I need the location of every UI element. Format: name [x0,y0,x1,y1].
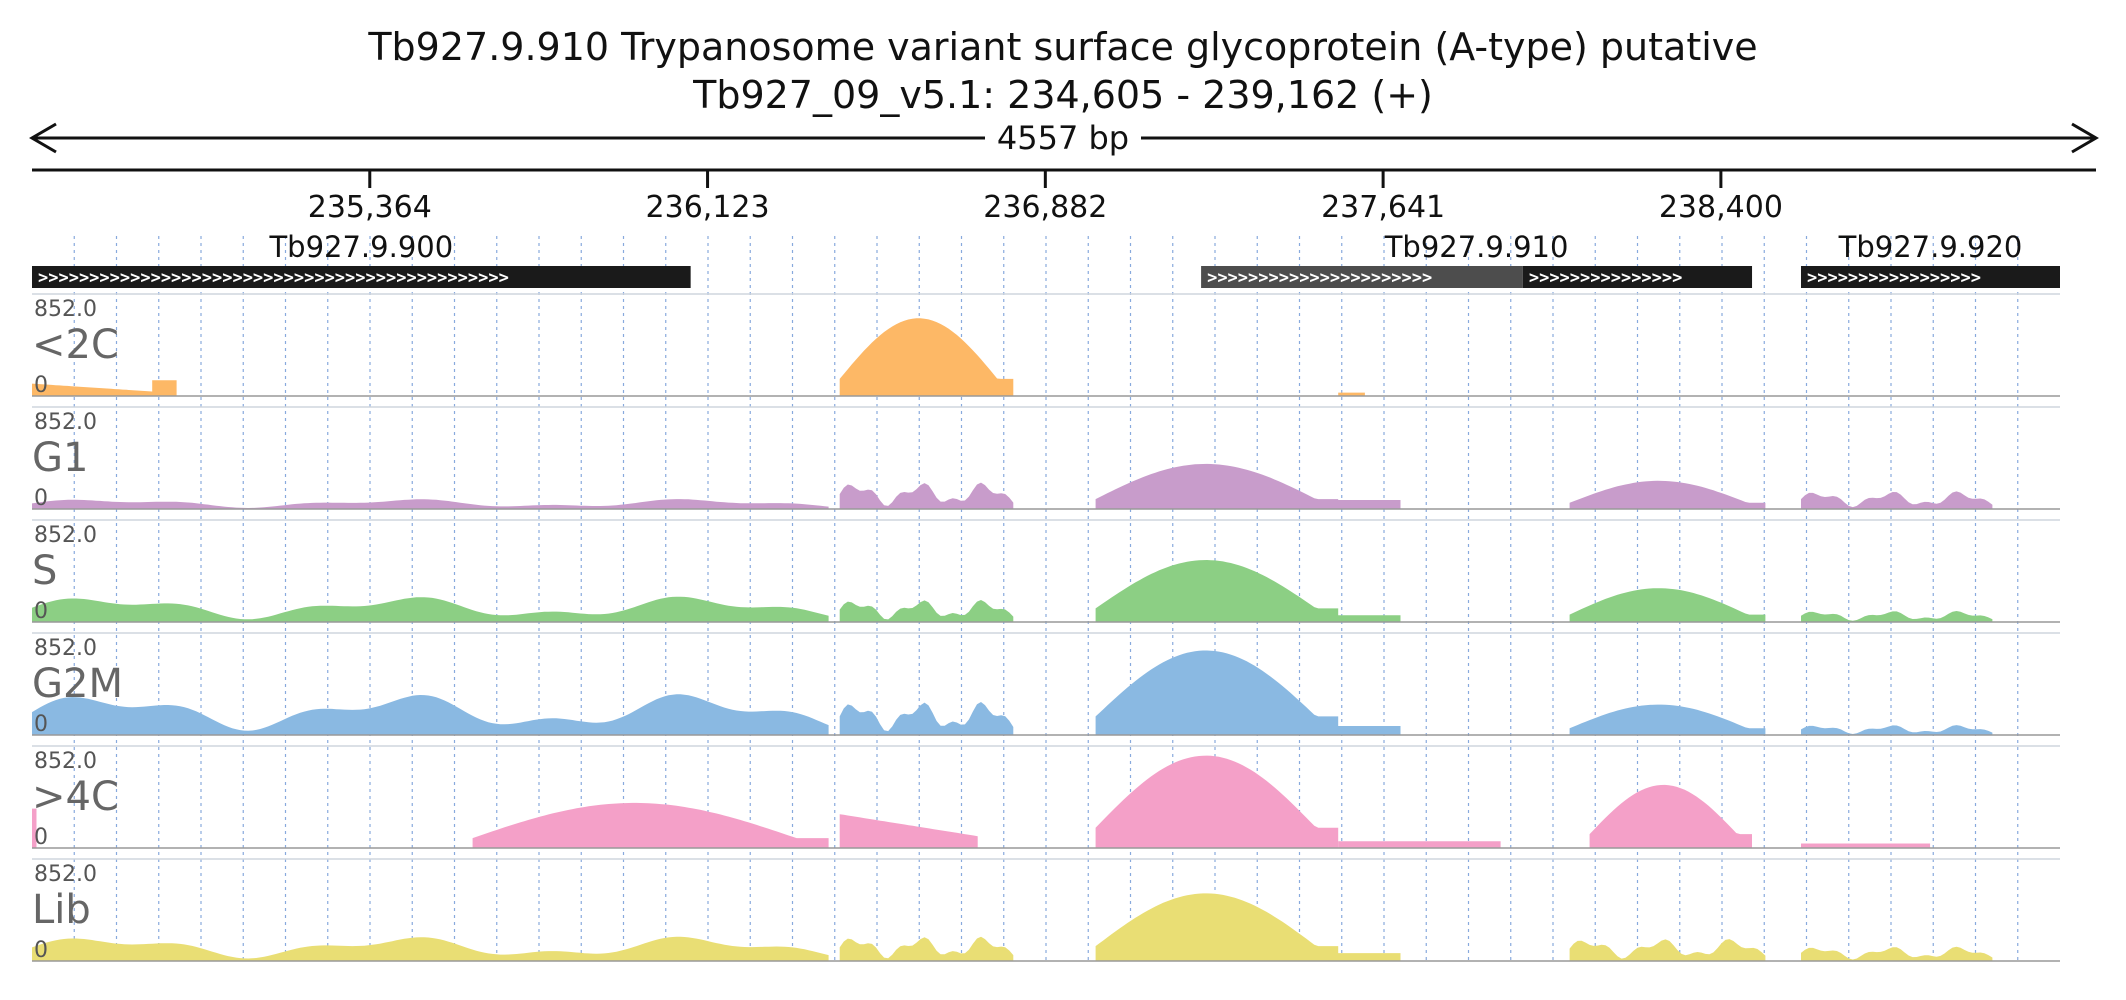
coverage-area [32,694,829,735]
coverage-area [839,814,978,848]
gene-label[interactable]: Tb927.9.920 [1838,230,2023,264]
coverage-area [839,482,1014,509]
axis-tick-label: 236,123 [646,190,770,225]
coverage-area [1324,615,1401,622]
coverage-track: 852.0 0 G2M [32,632,2060,737]
locus-coordinates: Tb927_09_v5.1: 234,605 - 239,162 (+) [692,73,1433,117]
gene-segment[interactable]: >>>>>>>>>>>>>>>>>>>>>> [1201,266,1523,288]
gene-track: >>>>>>>>>>>>>>>>>>>>>>>>>>>>>>>>>>>>>>>>… [32,230,2060,288]
coverage-area [1095,893,1339,961]
gridlines [73,236,2019,962]
coverage-area [1095,463,1339,509]
coverage-area [1095,755,1339,848]
coverage-track: 852.0 0 <2C [32,293,2060,398]
coverage-area [1801,491,1993,509]
span-length-label: 4557 bp [997,119,1129,157]
coverage-track: 852.0 0 S [32,519,2060,624]
strand-direction-icon: >>>>>>>>>>>>>>> [1529,268,1683,288]
coverage-area [1338,841,1501,848]
coordinate-axis: 235,364 236,123 236,882 237,641 238,400 [32,168,2096,225]
gene-block[interactable] [1522,266,1753,288]
span-arrow-left-icon [29,122,57,154]
coverage-area [1569,704,1766,735]
axis-tick-label: 236,882 [983,190,1107,225]
axis-tick-label: 237,641 [1321,190,1445,225]
coverage-area [1569,588,1766,622]
axis-tick-label: 235,364 [308,190,432,225]
track-scale-min: 0 [34,373,48,398]
coverage-area [1338,392,1365,396]
gene-block[interactable] [1800,266,2060,288]
coverage-area [839,702,1014,735]
coverage-area [1324,953,1401,961]
coverage-tracks: 852.00<2C852.00G1852.00S852.00G2M852.00>… [32,293,2060,963]
track-name: G1 [32,435,88,481]
track-scale-max: 852.0 [34,749,97,774]
coverage-track: 852.0 0 Lib [32,858,2060,963]
track-scale-min: 0 [34,599,48,624]
axis-ticks: 235,364 236,123 236,882 237,641 238,400 [308,170,1783,225]
gene-block[interactable] [1201,266,1523,288]
axis-tick-label: 238,400 [1659,190,1783,225]
coverage-area [472,802,829,848]
coverage-area [32,936,829,961]
coverage-area [1801,725,1993,735]
track-scale-min: 0 [34,825,48,850]
strand-direction-icon: >>>>>>>>>>>>>>>>> [1807,268,1981,288]
track-scale-max: 852.0 [34,523,97,548]
track-scale-max: 852.0 [34,297,97,322]
coverage-area [1801,843,1931,848]
coverage-area [152,380,177,396]
span-arrow-right-icon [2071,122,2099,154]
track-scale-min: 0 [34,938,48,963]
coverage-area [32,808,37,848]
coverage-area [839,318,1014,396]
track-name: G2M [32,661,123,707]
gene-label[interactable]: Tb927.9.910 [1384,230,1569,264]
track-scale-max: 852.0 [34,636,97,661]
coverage-area [1801,946,1993,961]
coverage-area [839,600,1014,622]
track-scale-min: 0 [34,712,48,737]
coverage-area [1589,784,1752,848]
gene-segment[interactable]: >>>>>>>>>>>>>>> [1522,266,1753,288]
coverage-area [1324,500,1401,509]
gene-title: Tb927.9.910 Trypanosome variant surface … [367,25,1757,69]
strand-direction-icon: >>>>>>>>>>>>>>>>>>>>>>>>>>>>>>>>>>>>>>>>… [38,268,509,288]
track-name: S [32,548,57,594]
coverage-area [1095,560,1339,622]
coverage-area [1569,939,1766,961]
coverage-track: 852.0 0 G1 [32,406,2060,511]
coverage-area [32,499,829,509]
coverage-area [839,936,1014,961]
track-scale-max: 852.0 [34,862,97,887]
gene-block[interactable] [32,266,691,288]
strand-direction-icon: >>>>>>>>>>>>>>>>>>>>>> [1207,268,1432,288]
track-name: >4C [32,774,119,820]
track-scale-max: 852.0 [34,410,97,435]
coverage-area [1095,650,1339,735]
coverage-area [32,596,829,622]
coverage-area [1801,611,1993,622]
gene-segment[interactable]: >>>>>>>>>>>>>>>>>>>>>>>>>>>>>>>>>>>>>>>>… [32,266,691,288]
coverage-area [32,383,155,396]
gene-label[interactable]: Tb927.9.900 [268,230,453,264]
track-name: Lib [32,887,91,933]
track-scale-min: 0 [34,486,48,511]
coverage-area [1324,726,1401,735]
gene-segment[interactable]: >>>>>>>>>>>>>>>>> [1800,266,2060,288]
track-name: <2C [32,322,119,368]
coverage-area [1569,480,1766,509]
coverage-track: 852.0 0 >4C [32,745,2060,850]
span-ruler: 4557 bp [29,119,2099,157]
